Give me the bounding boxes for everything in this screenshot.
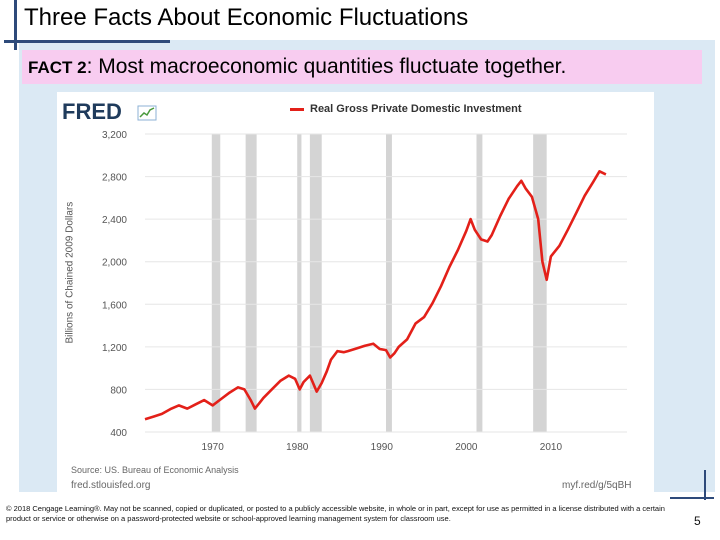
- y-tick-label: 800: [110, 385, 127, 396]
- chart-legend: Real Gross Private Domestic Investment: [290, 103, 522, 115]
- y-tick-label: 2,400: [102, 215, 127, 226]
- recession-band: [297, 134, 302, 432]
- y-tick-label: 2,000: [102, 258, 127, 269]
- fred-logo: FRED: [62, 100, 157, 124]
- recession-band: [309, 134, 322, 432]
- short-url: myf.red/g/5qBH: [562, 480, 632, 491]
- slide-title: Three Facts About Economic Fluctuations: [24, 4, 469, 31]
- y-tick-label: 3,200: [102, 130, 127, 141]
- page-number: 5: [694, 514, 701, 528]
- fred-url: fred.stlouisfed.org: [71, 480, 151, 491]
- series-line: [144, 170, 607, 421]
- legend-swatch: [290, 107, 304, 111]
- x-tick-label: 1990: [371, 442, 394, 453]
- x-tick-label: 2000: [455, 442, 478, 453]
- legend-label: Real Gross Private Domestic Investment: [310, 103, 522, 115]
- fact-label: FACT 2: [28, 58, 87, 77]
- recession-band: [386, 134, 392, 432]
- y-tick-label: 1,200: [102, 343, 127, 354]
- fred-logo-text: FRED: [62, 100, 122, 124]
- line-chart: 400 800 1,200 1,600 2,000 2,400 2,800 3,200 1970…: [102, 130, 627, 453]
- x-tick-label: 2010: [540, 442, 563, 453]
- recession-band: [245, 134, 257, 432]
- y-tick-label: 400: [110, 428, 127, 439]
- chart-source: Source: US. Bureau of Economic Analysis: [71, 465, 239, 475]
- x-tick-label: 1970: [202, 442, 225, 453]
- fred-logo-chart-icon: [137, 105, 157, 121]
- fact-text: : Most macroeconomic quantities fluctuat…: [86, 55, 567, 78]
- title-underline: [4, 40, 170, 43]
- y-tick-label: 1,600: [102, 300, 127, 311]
- corner-accent-vertical: [704, 470, 706, 500]
- corner-accent-horizontal: [670, 497, 714, 499]
- fact-box: FACT 2: Most macroeconomic quantities fl…: [22, 50, 702, 84]
- chart-frame: [57, 92, 654, 492]
- copyright-notice: © 2018 Cengage Learning®. May not be sca…: [6, 504, 665, 523]
- recession-band: [533, 134, 547, 432]
- recession-band: [476, 134, 483, 432]
- recession-band: [211, 134, 221, 432]
- x-tick-label: 1980: [286, 442, 309, 453]
- y-tick-label: 2,800: [102, 173, 127, 184]
- title-accent-bar: [14, 0, 17, 50]
